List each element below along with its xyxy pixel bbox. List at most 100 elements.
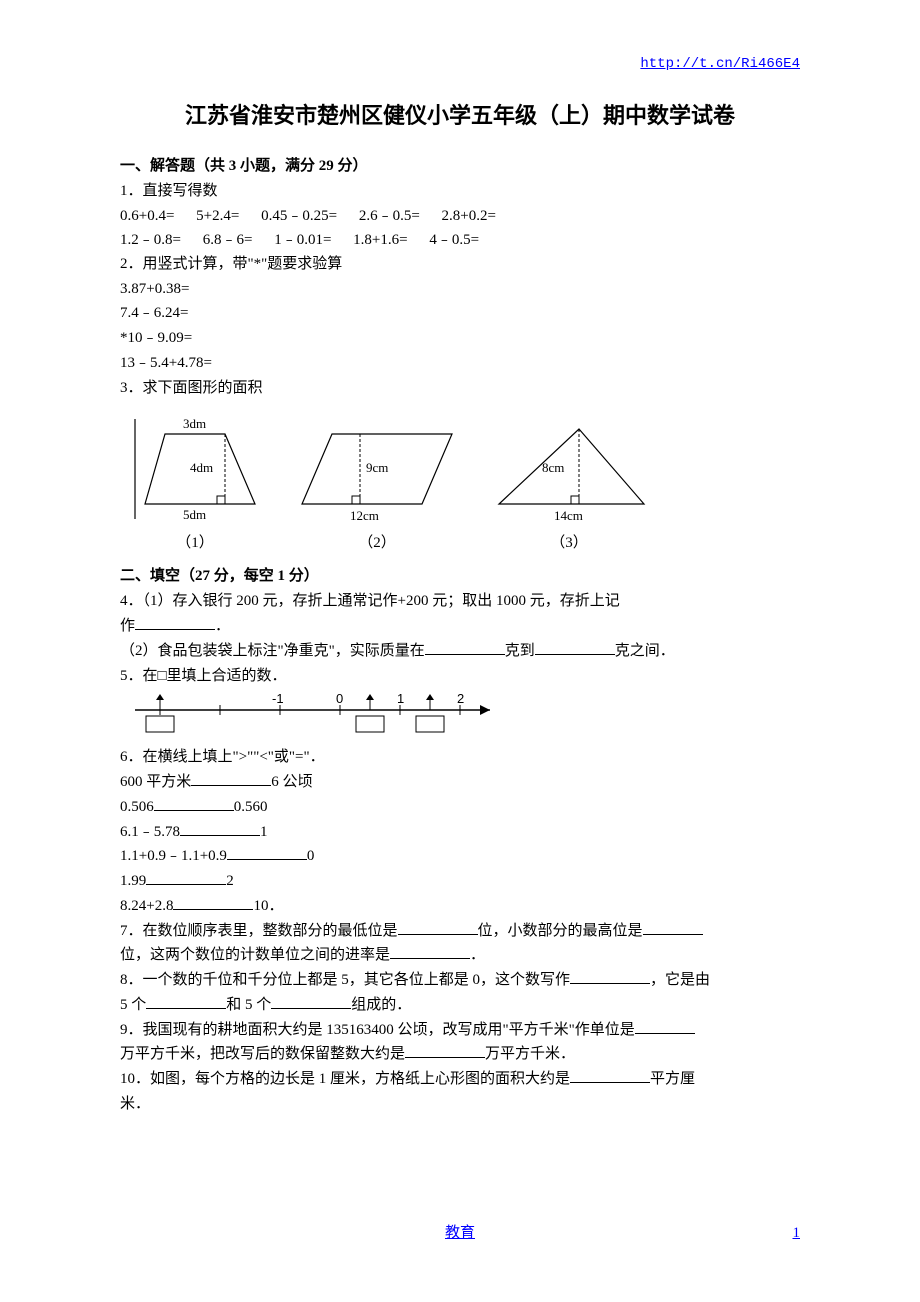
q7d: ． <box>470 947 485 963</box>
section1-heading: 一、解答题（共 3 小题，满分 29 分） <box>120 154 800 175</box>
q1-label: 1．直接写得数 <box>120 179 800 204</box>
blank <box>227 845 307 860</box>
q6-row: 1.1+0.9﹣1.1+0.90 <box>120 844 800 869</box>
q8d: 和 5 个 <box>226 997 271 1013</box>
q1-row1: 0.6+0.4= 5+2.4= 0.45﹣0.25= 2.6﹣0.5= 2.8+… <box>120 204 800 228</box>
q6-row: 0.506 0.560 <box>120 795 800 820</box>
q6-row: 600 平方米6 公顷 <box>120 770 800 795</box>
blank <box>146 870 226 885</box>
footer: 教育 <box>0 1221 920 1242</box>
q4-line2: 作． <box>120 614 800 639</box>
arith-item: 6.8﹣6= <box>203 228 253 252</box>
q6-row: 8.24+2.8 10． <box>120 894 800 919</box>
blank <box>398 920 478 935</box>
q6-right: 0.560 <box>234 799 268 815</box>
q10a: 10．如图，每个方格的边长是 1 厘米，方格纸上心形图的面积大约是 <box>120 1071 570 1087</box>
footer-link[interactable]: 教育 <box>445 1225 475 1241</box>
q8e: 组成的． <box>351 997 411 1013</box>
q6-right: 6 公顷 <box>271 774 312 790</box>
tick-label: 2 <box>457 691 464 706</box>
q3-label: 3．求下面图形的面积 <box>120 376 800 401</box>
q6-right: 1 <box>260 824 268 840</box>
q6-row: 1.99 2 <box>120 869 800 894</box>
q7a: 7．在数位顺序表里，整数部分的最低位是 <box>120 923 398 939</box>
q9c: 万平方千米． <box>485 1046 575 1062</box>
document-title: 江苏省淮安市楚州区健仪小学五年级（上）期中数学试卷 <box>120 98 800 130</box>
arith-item: 1.2﹣0.8= <box>120 228 181 252</box>
figure-parallelogram: 9cm 12cm （2） <box>292 414 462 552</box>
q6-right: 0 <box>307 848 315 864</box>
q4-2: （2）食品包装袋上标注"净重克"，实际质量在 克到 克之间． <box>120 639 800 664</box>
q8: 8．一个数的千位和千分位上都是 5，其它各位上都是 0，这个数写作，它是由 <box>120 968 800 993</box>
blank <box>191 771 271 786</box>
q6-left: 6.1﹣5.78 <box>120 824 180 840</box>
q2-label: 2．用竖式计算，带"*"题要求验算 <box>120 252 800 277</box>
tick-label: 0 <box>336 691 343 706</box>
arith-item: 1.8+1.6= <box>353 228 407 252</box>
q4b-prefix: 作 <box>120 618 135 634</box>
blank <box>535 640 615 655</box>
q4-line1: 4．（1）存入银行 200 元，存折上通常记作+200 元；取出 1000 元，… <box>120 589 800 614</box>
q4-2tail: 克之间． <box>615 643 675 659</box>
q9: 9．我国现有的耕地面积大约是 135163400 公顷，改写成用"平方千米"作单… <box>120 1018 800 1043</box>
blank <box>180 821 260 836</box>
tick-label: -1 <box>272 691 284 706</box>
page: http://t.cn/Ri466E4 江苏省淮安市楚州区健仪小学五年级（上）期… <box>0 0 920 1302</box>
header-url-link[interactable]: http://t.cn/Ri466E4 <box>640 56 800 72</box>
blank <box>570 1068 650 1083</box>
fig3-caption: （3） <box>484 531 654 552</box>
q2-item: 7.4﹣6.24= <box>120 301 800 326</box>
q4b-tail: ． <box>215 618 230 634</box>
q6-right: 10． <box>253 898 283 914</box>
fig1-caption: （1） <box>120 531 270 552</box>
q6-left: 0.506 <box>120 799 154 815</box>
blank <box>271 994 351 1009</box>
q5-label: 5．在□里填上合适的数． <box>120 664 800 689</box>
q9b: 万平方千米，把改写后的数保留整数大约是 <box>120 1046 405 1062</box>
q8-cont: 5 个 和 5 个 组成的． <box>120 993 800 1018</box>
q2-item: *10﹣9.09= <box>120 326 800 351</box>
numberline: -1 0 1 2 <box>120 690 800 743</box>
triangle-svg: 8cm 14cm <box>484 414 654 524</box>
q4-2mid: 克到 <box>505 643 535 659</box>
blank <box>135 615 215 630</box>
blank <box>425 640 505 655</box>
q4-2a: （2）食品包装袋上标注"净重克"，实际质量在 <box>120 643 425 659</box>
trap-height-label: 4dm <box>190 460 213 475</box>
q9a: 9．我国现有的耕地面积大约是 135163400 公顷，改写成用"平方千米"作单… <box>120 1022 635 1038</box>
blank <box>154 796 234 811</box>
blank <box>635 1019 695 1034</box>
para-base-label: 12cm <box>350 508 379 523</box>
q6-right: 2 <box>226 873 234 889</box>
q10-cont: 米． <box>120 1092 800 1117</box>
trapezoid-svg: 3dm 4dm 5dm <box>120 404 270 524</box>
arith-item: 5+2.4= <box>196 204 239 228</box>
trap-top-label: 3dm <box>183 416 206 431</box>
q6-left: 8.24+2.8 <box>120 898 173 914</box>
blank <box>173 895 253 910</box>
arith-item: 2.6﹣0.5= <box>359 204 420 228</box>
q6-head: 6．在横线上填上">""<"或"="． <box>120 745 800 770</box>
q10: 10．如图，每个方格的边长是 1 厘米，方格纸上心形图的面积大约是 平方厘 <box>120 1067 800 1092</box>
arith-item: 0.45﹣0.25= <box>261 204 337 228</box>
q2-item: 3.87+0.38= <box>120 277 800 302</box>
q6-left: 1.99 <box>120 873 146 889</box>
blank <box>570 969 650 984</box>
arith-item: 2.8+0.2= <box>442 204 496 228</box>
tri-height-label: 8cm <box>542 460 564 475</box>
q7-cont: 位，这两个数位的计数单位之间的进率是． <box>120 943 800 968</box>
section2-heading: 二、填空（27 分，每空 1 分） <box>120 564 800 585</box>
q10b: 平方厘 <box>650 1071 695 1087</box>
para-height-label: 9cm <box>366 460 388 475</box>
parallelogram-svg: 9cm 12cm <box>292 414 462 524</box>
tri-base-label: 14cm <box>554 508 583 523</box>
q7b: 位，小数部分的最高位是 <box>478 923 643 939</box>
q8a: 8．一个数的千位和千分位上都是 5，其它各位上都是 0，这个数写作 <box>120 972 570 988</box>
q8c: 5 个 <box>120 997 146 1013</box>
figures-row: 3dm 4dm 5dm （1） 9cm 12cm （2） 8cm <box>120 404 800 552</box>
figure-triangle: 8cm 14cm （3） <box>484 414 654 552</box>
blank <box>643 920 703 935</box>
arith-item: 4﹣0.5= <box>429 228 479 252</box>
tick-label: 1 <box>397 691 404 706</box>
figure-trapezoid: 3dm 4dm 5dm （1） <box>120 404 270 552</box>
